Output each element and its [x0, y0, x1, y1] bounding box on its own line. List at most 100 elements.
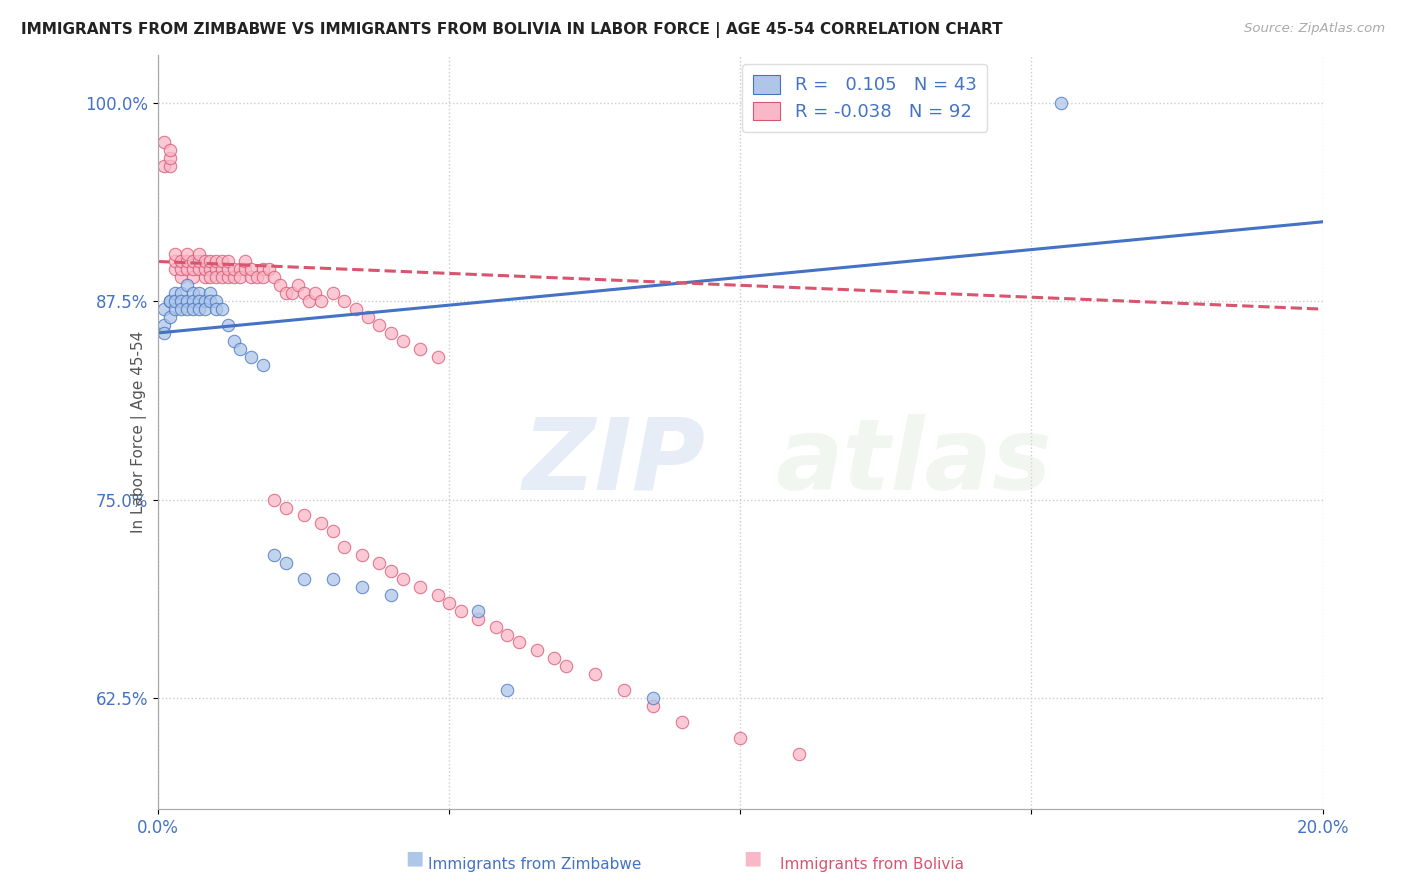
Point [276, 556, 298, 570]
Point [205, 270, 228, 285]
Point [641, 698, 664, 713]
Point [467, 612, 489, 626]
Point [344, 302, 367, 317]
Point [485, 619, 508, 633]
Point [181, 286, 204, 301]
Point [211, 254, 233, 268]
Point [583, 667, 606, 681]
Point [187, 286, 209, 301]
Point [181, 294, 204, 309]
Point [159, 310, 181, 324]
Point [263, 270, 285, 285]
Point [304, 286, 326, 301]
Point [181, 262, 204, 277]
Point [170, 262, 193, 277]
Point [671, 714, 693, 729]
Point [368, 318, 391, 332]
Point [240, 262, 263, 277]
Point [368, 556, 391, 570]
Point [194, 302, 217, 317]
Point [176, 262, 198, 277]
Point [170, 294, 193, 309]
Point [217, 318, 239, 332]
Text: Source: ZipAtlas.com: Source: ZipAtlas.com [1244, 22, 1385, 36]
Point [496, 627, 519, 641]
Point [257, 262, 280, 277]
Point [391, 334, 413, 348]
Point [176, 246, 198, 260]
Point [322, 286, 344, 301]
Point [246, 270, 269, 285]
Point [333, 540, 356, 554]
Point [222, 262, 245, 277]
Point [276, 500, 298, 515]
Point [159, 159, 181, 173]
Point [228, 262, 250, 277]
Point [641, 691, 664, 706]
Point [159, 144, 181, 158]
Point [437, 596, 460, 610]
Legend: R =   0.105   N = 43, R = -0.038   N = 92: R = 0.105 N = 43, R = -0.038 N = 92 [742, 64, 987, 132]
Point [298, 294, 321, 309]
Point [391, 572, 413, 586]
Point [187, 254, 209, 268]
Point [205, 262, 228, 277]
Point [181, 302, 204, 317]
Point [252, 358, 274, 372]
Point [200, 294, 222, 309]
Point [176, 254, 198, 268]
Point [187, 294, 209, 309]
Text: Immigrants from Bolivia: Immigrants from Bolivia [780, 857, 963, 872]
Point [170, 270, 193, 285]
Point [165, 254, 187, 268]
Text: ■: ■ [405, 848, 425, 867]
Point [252, 270, 274, 285]
Point [276, 286, 298, 301]
Point [217, 254, 239, 268]
Point [409, 342, 432, 356]
Text: IMMIGRANTS FROM ZIMBABWE VS IMMIGRANTS FROM BOLIVIA IN LABOR FORCE | AGE 45-54 C: IMMIGRANTS FROM ZIMBABWE VS IMMIGRANTS F… [21, 22, 1002, 38]
Point [187, 262, 209, 277]
Point [211, 270, 233, 285]
Point [787, 747, 810, 761]
Point [333, 294, 356, 309]
Point [252, 262, 274, 277]
Point [409, 580, 432, 594]
Point [228, 270, 250, 285]
Point [217, 270, 239, 285]
Point [730, 731, 752, 745]
Point [287, 278, 309, 293]
Point [194, 262, 217, 277]
Text: ■: ■ [742, 848, 762, 867]
Point [281, 286, 304, 301]
Point [176, 278, 198, 293]
Point [200, 286, 222, 301]
Point [181, 270, 204, 285]
Y-axis label: In Labor Force | Age 45-54: In Labor Force | Age 45-54 [131, 331, 146, 533]
Point [426, 588, 449, 602]
Point [159, 151, 181, 165]
Point [181, 254, 204, 268]
Point [309, 516, 332, 531]
Point [322, 572, 344, 586]
Point [176, 294, 198, 309]
Text: atlas: atlas [775, 414, 1052, 511]
Point [187, 302, 209, 317]
Point [526, 643, 548, 657]
Point [235, 262, 257, 277]
Point [309, 294, 332, 309]
Point [153, 136, 176, 150]
Point [194, 294, 217, 309]
Point [200, 262, 222, 277]
Point [194, 270, 217, 285]
Point [450, 604, 472, 618]
Point [613, 683, 636, 698]
Text: ZIP: ZIP [523, 414, 706, 511]
Point [200, 270, 222, 285]
Point [263, 548, 285, 562]
Point [205, 302, 228, 317]
Point [217, 262, 239, 277]
Point [292, 572, 315, 586]
Point [496, 683, 519, 698]
Point [187, 246, 209, 260]
